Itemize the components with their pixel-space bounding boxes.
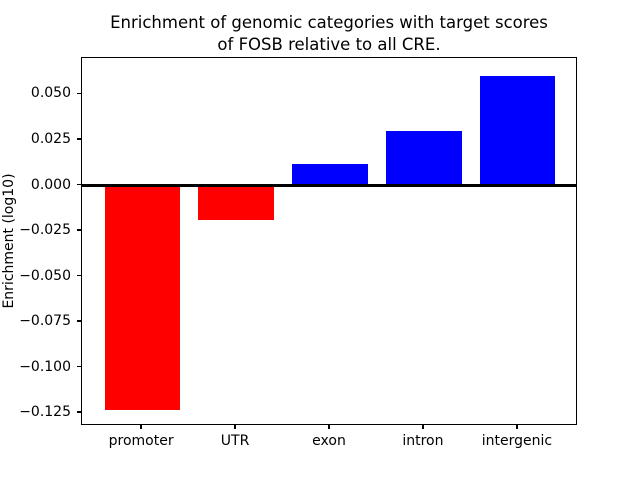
- y-tick-mark: [77, 274, 81, 277]
- chart-title-line2: of FOSB relative to all CRE.: [217, 35, 441, 54]
- y-tick-label: −0.025: [19, 222, 71, 239]
- x-tick-mark: [234, 425, 236, 429]
- x-tick-mark: [516, 425, 518, 429]
- y-tick-label: −0.050: [19, 267, 71, 284]
- x-tick-label-exon: exon: [312, 433, 346, 449]
- y-tick-label: −0.100: [19, 358, 71, 375]
- x-tick-label-intron: intron: [402, 433, 444, 449]
- y-tick-mark: [77, 92, 81, 95]
- y-tick-label: 0.025: [30, 130, 71, 147]
- plot-area: [81, 57, 577, 425]
- bar-UTR: [198, 185, 274, 221]
- y-tick-label: 0.000: [30, 176, 71, 193]
- chart-title: Enrichment of genomic categories with ta…: [81, 12, 577, 56]
- bar-exon: [292, 163, 368, 186]
- y-tick-label: 0.050: [30, 85, 71, 102]
- chart-title-line1: Enrichment of genomic categories with ta…: [110, 13, 548, 32]
- y-tick-mark: [77, 229, 81, 231]
- x-tick-mark: [140, 425, 142, 429]
- y-tick-label: −0.075: [19, 313, 71, 330]
- zero-baseline: [82, 184, 576, 188]
- x-tick-label-UTR: UTR: [220, 433, 250, 449]
- y-tick-mark: [77, 320, 81, 322]
- bar-promoter: [104, 185, 180, 410]
- y-tick-mark: [77, 183, 81, 186]
- y-tick-mark: [77, 411, 81, 413]
- y-tick-mark: [77, 138, 81, 140]
- bar-intron: [386, 130, 462, 186]
- x-tick-label-intergenic: intergenic: [481, 433, 553, 449]
- x-tick-label-promoter: promoter: [108, 433, 174, 449]
- bar-intergenic: [480, 76, 556, 186]
- y-tick-label: −0.125: [19, 404, 71, 421]
- x-tick-mark: [328, 425, 330, 429]
- y-axis-label: Enrichment (log10): [1, 173, 17, 309]
- y-tick-mark: [77, 365, 81, 368]
- x-tick-mark: [422, 425, 424, 429]
